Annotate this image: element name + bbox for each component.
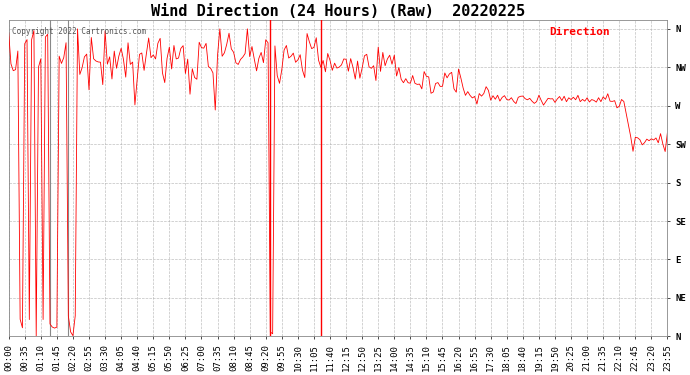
Text: Direction: Direction: [549, 27, 609, 37]
Text: Copyright 2022 Cartronics.com: Copyright 2022 Cartronics.com: [12, 27, 146, 36]
Title: Wind Direction (24 Hours) (Raw)  20220225: Wind Direction (24 Hours) (Raw) 20220225: [151, 4, 525, 19]
